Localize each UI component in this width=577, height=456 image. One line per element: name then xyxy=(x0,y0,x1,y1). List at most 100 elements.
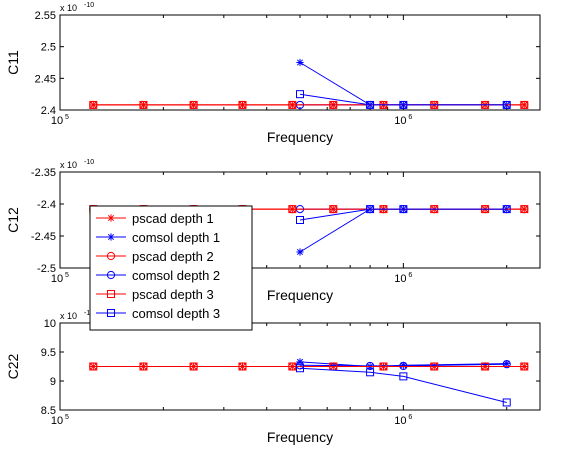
data-point xyxy=(89,362,98,371)
legend-label: pscad depth 3 xyxy=(132,287,214,302)
data-point xyxy=(481,362,490,371)
x-axis-label: Frequency xyxy=(267,129,333,145)
legend-marker xyxy=(106,251,116,261)
legend-marker xyxy=(106,270,116,280)
data-point xyxy=(520,205,529,214)
legend-marker xyxy=(107,214,115,222)
data-point xyxy=(238,362,247,371)
data-point xyxy=(365,361,375,371)
x-axis-label: Frequency xyxy=(267,429,333,445)
y-exponent-label: x 10 xyxy=(60,3,77,13)
y-tick-label: 10 xyxy=(44,318,56,330)
y-tick-label: 9 xyxy=(50,376,56,388)
x-tick-label-exponent: 6 xyxy=(408,414,412,421)
legend-entry: pscad depth 1 xyxy=(96,211,214,226)
data-point xyxy=(238,100,247,109)
data-point xyxy=(399,361,407,369)
data-point xyxy=(329,100,338,109)
data-point xyxy=(296,364,304,373)
data-point xyxy=(296,90,304,99)
series-line xyxy=(299,93,507,106)
series-pscad-depth-3 xyxy=(89,362,529,371)
y-tick-label: -2.4 xyxy=(37,199,56,211)
data-point xyxy=(296,216,304,224)
series-comsol-depth-3 xyxy=(296,364,511,407)
data-point xyxy=(430,362,439,371)
legend-box xyxy=(89,205,253,331)
data-point xyxy=(296,58,304,67)
data-point xyxy=(503,360,511,368)
data-point xyxy=(399,100,408,109)
y-tick-label: 9.5 xyxy=(41,347,56,359)
x-tick-label: 10 xyxy=(394,115,406,127)
y-tick-label: 2.55 xyxy=(35,10,56,22)
data-point xyxy=(502,205,511,214)
y-tick-label: 8.5 xyxy=(41,405,56,417)
data-point xyxy=(288,205,297,214)
y-tick-label: -2.45 xyxy=(31,231,56,243)
legend-entry: pscad depth 2 xyxy=(96,249,214,264)
series-line xyxy=(299,367,507,403)
x-tick-label: 10 xyxy=(51,273,63,285)
y-axis-label: C22 xyxy=(5,353,21,379)
data-point xyxy=(139,362,148,371)
y-tick-label: 2.5 xyxy=(41,42,56,54)
y-tick-label: 2.45 xyxy=(35,73,56,85)
x-tick-label: 10 xyxy=(394,273,406,285)
data-point xyxy=(189,100,198,109)
legend-entry: pscad depth 3 xyxy=(96,287,214,302)
y-exponent-label: x 10 xyxy=(60,160,77,170)
data-point xyxy=(288,362,297,371)
data-point xyxy=(89,100,98,109)
data-point xyxy=(502,100,511,109)
y-tick-label: -2.35 xyxy=(31,167,56,179)
data-point xyxy=(366,205,375,214)
y-axis-label: C11 xyxy=(5,50,21,75)
data-point xyxy=(379,362,388,371)
data-point xyxy=(366,368,375,377)
y-exponent-label: x 10 xyxy=(60,311,77,321)
legend-entry: comsol depth 1 xyxy=(96,230,220,245)
x-tick-label-exponent: 6 xyxy=(408,114,412,121)
legend-entry: comsol depth 2 xyxy=(96,268,220,283)
y-tick-label: -2.5 xyxy=(37,263,56,275)
x-tick-label-exponent: 5 xyxy=(65,114,69,121)
legend-label: comsol depth 3 xyxy=(132,306,220,321)
legend-entry: comsol depth 3 xyxy=(96,306,220,321)
series-comsol-depth-3 xyxy=(296,90,511,109)
x-tick-label-exponent: 5 xyxy=(65,414,69,421)
y-axis-label: C12 xyxy=(5,207,21,233)
x-tick-label: 10 xyxy=(394,415,406,427)
x-tick-label: 10 xyxy=(51,115,63,127)
data-point xyxy=(296,248,304,256)
data-point xyxy=(520,362,529,371)
data-point xyxy=(399,372,408,381)
data-point xyxy=(502,360,511,369)
y-exponent-power: -10 xyxy=(84,159,94,166)
data-point xyxy=(139,100,148,109)
legend-label: comsol depth 1 xyxy=(132,230,220,245)
legend-marker xyxy=(107,309,115,317)
legend-marker xyxy=(107,233,115,241)
legend-label: pscad depth 2 xyxy=(132,249,214,264)
legend-label: comsol depth 2 xyxy=(132,268,220,283)
series-line xyxy=(299,208,507,221)
legend-marker xyxy=(107,290,115,298)
data-point xyxy=(288,100,297,109)
data-point xyxy=(520,100,529,109)
data-point xyxy=(399,361,408,371)
x-tick-label-exponent: 6 xyxy=(408,272,412,279)
data-point xyxy=(502,398,511,407)
data-point xyxy=(189,362,198,371)
x-tick-label: 10 xyxy=(51,415,63,427)
x-tick-label-exponent: 5 xyxy=(65,272,69,279)
legend-label: pscad depth 1 xyxy=(132,211,214,226)
y-tick-label: 2.4 xyxy=(41,105,56,117)
series-comsol-depth-3 xyxy=(296,205,511,224)
data-point xyxy=(399,205,408,214)
y-exponent-power: -10 xyxy=(84,2,94,9)
